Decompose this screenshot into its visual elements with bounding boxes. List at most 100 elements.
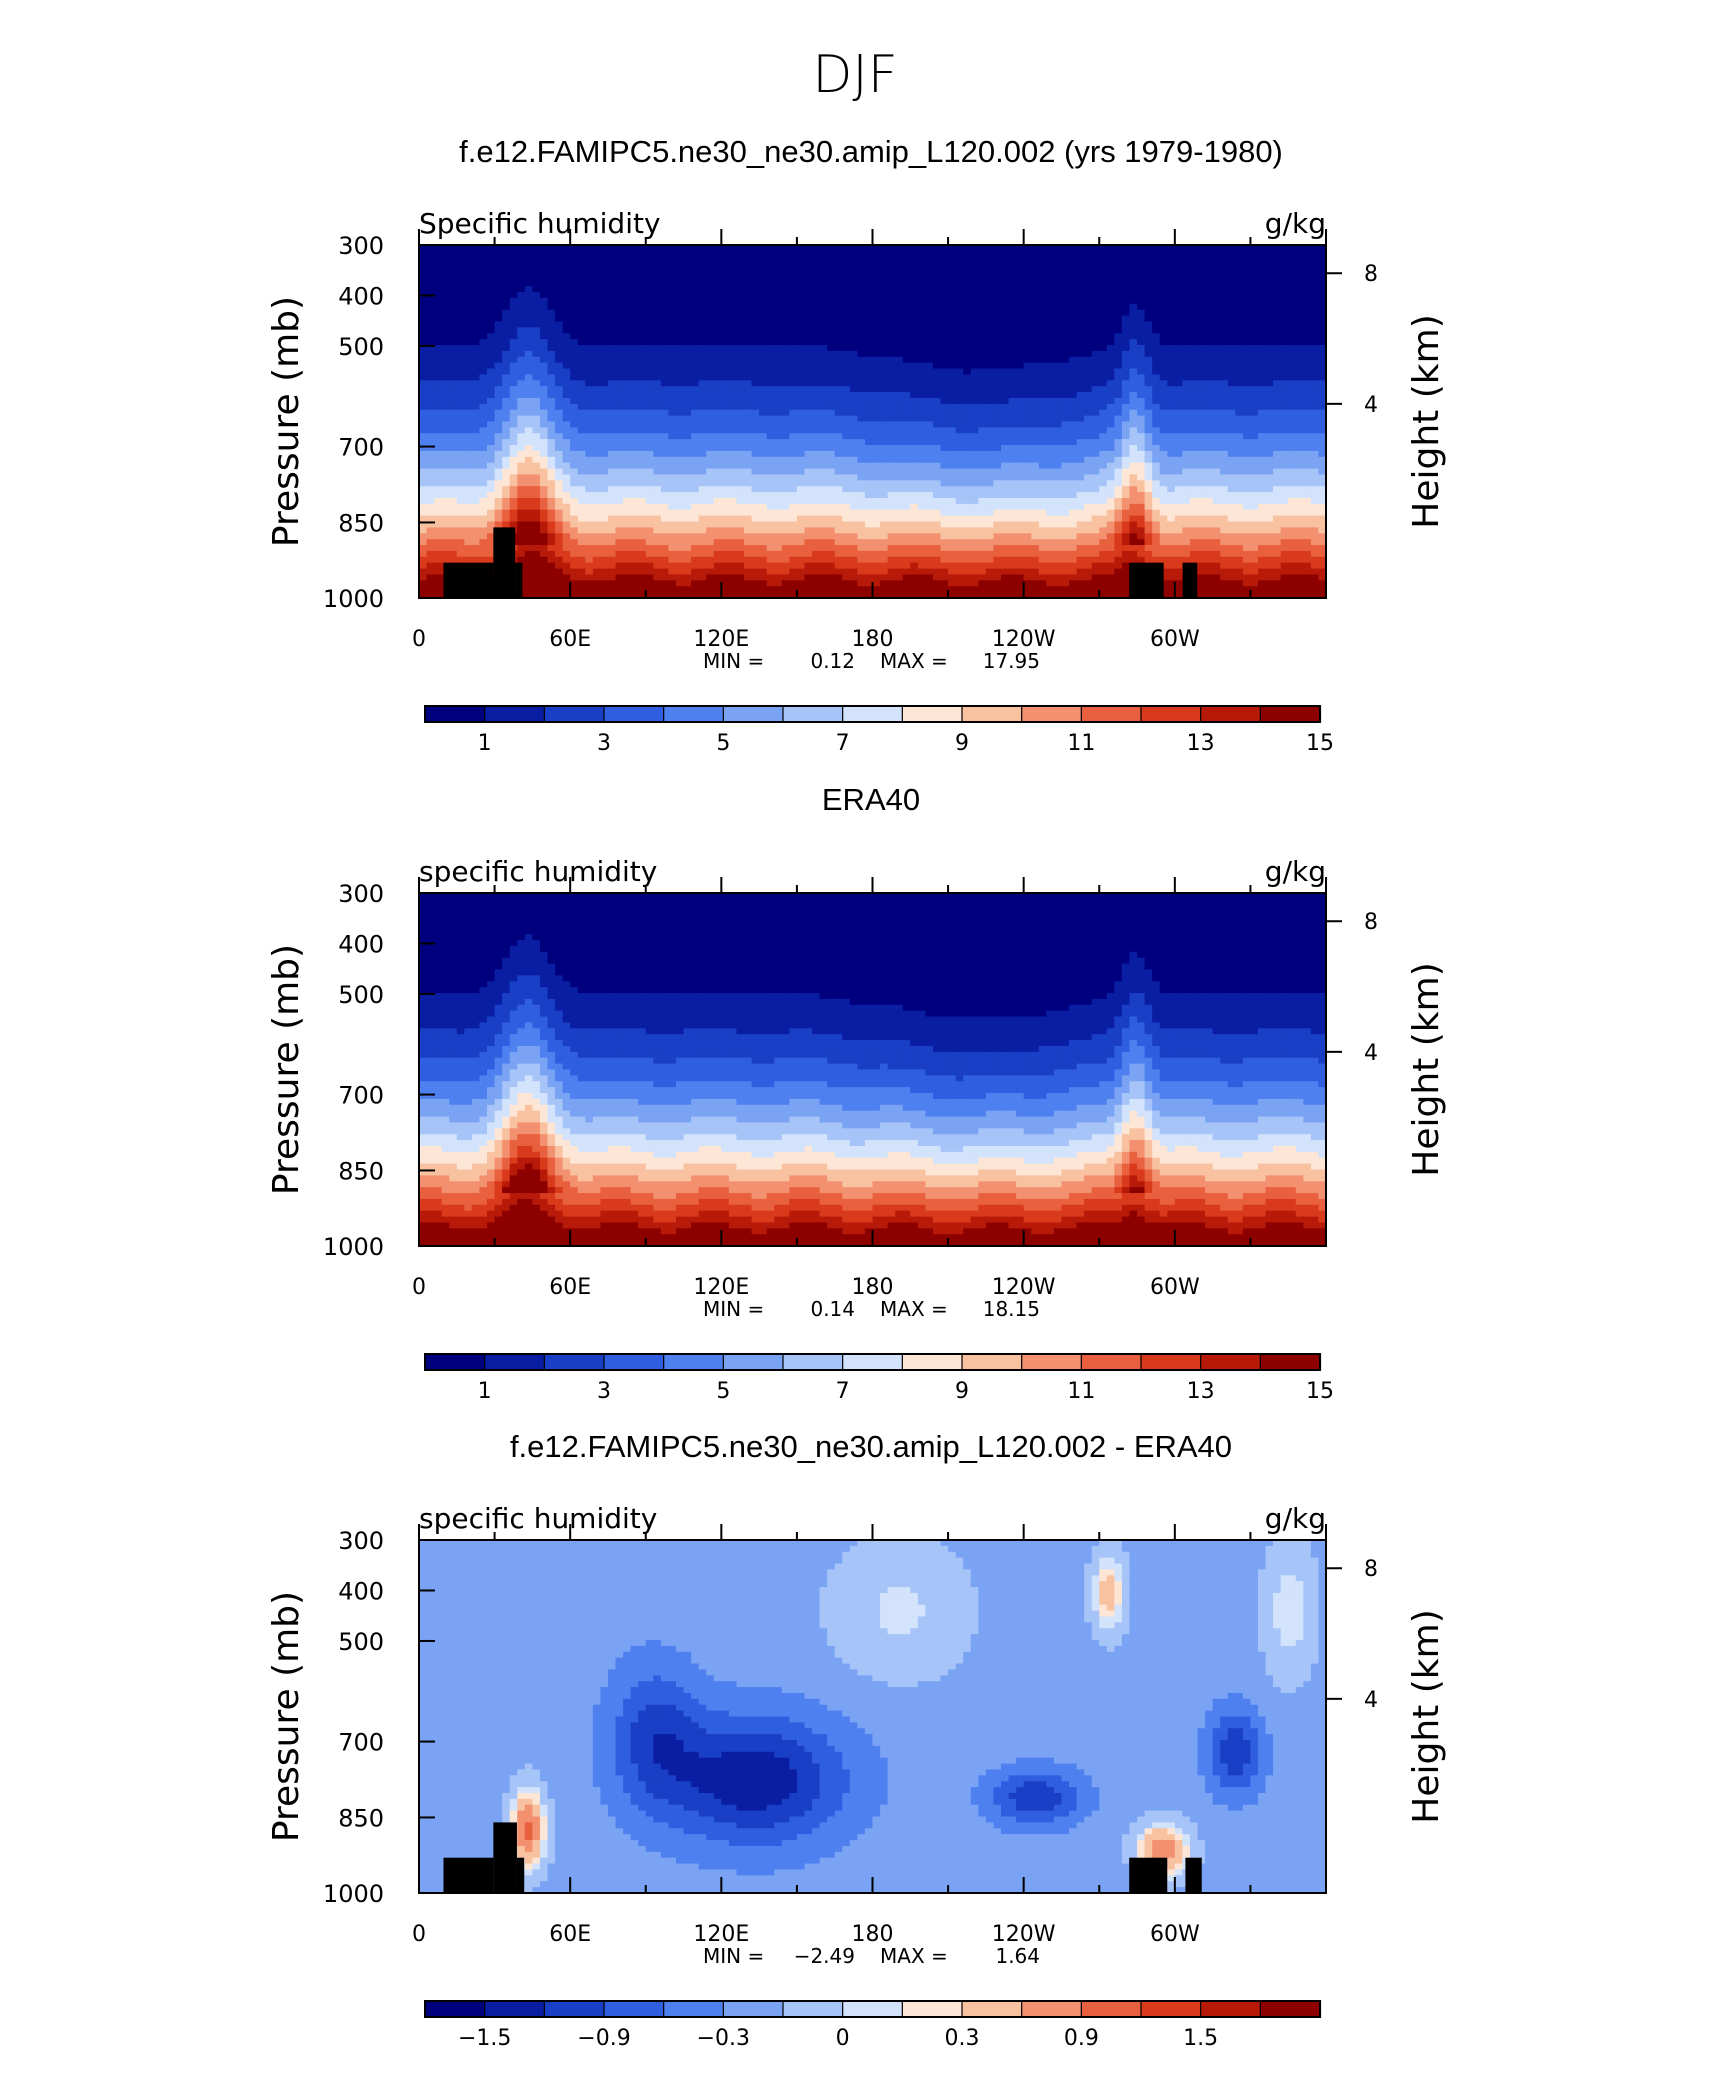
field-cell	[555, 474, 564, 481]
field-cell	[1159, 315, 1168, 323]
field-cell	[1197, 368, 1206, 376]
field-cell	[691, 292, 700, 299]
field-cell	[1053, 468, 1063, 476]
field-cell	[539, 486, 549, 493]
field-cell	[1031, 480, 1040, 487]
field-cell	[759, 403, 768, 411]
field-cell	[1280, 368, 1289, 376]
field-cell	[955, 356, 964, 364]
field-cell	[471, 315, 481, 323]
field-cell	[494, 380, 503, 387]
field-cell	[502, 386, 511, 393]
field-cell	[993, 386, 1002, 393]
field-cell	[449, 274, 458, 281]
field-cell	[910, 392, 919, 399]
field-cell	[736, 309, 745, 317]
field-cell	[925, 380, 934, 387]
field-cell	[1257, 286, 1267, 293]
field-cell	[1182, 409, 1191, 417]
field-cell	[1250, 292, 1259, 299]
field-cell	[1023, 350, 1032, 358]
field-cell	[1235, 403, 1244, 411]
field-cell	[645, 450, 654, 458]
field-cell	[683, 345, 692, 352]
field-cell	[917, 403, 927, 411]
field-cell	[502, 368, 511, 376]
field-cell	[1000, 392, 1010, 399]
field-cell	[615, 433, 624, 440]
field-cell	[1250, 315, 1259, 323]
field-cell	[925, 386, 934, 393]
field-cell	[502, 345, 511, 352]
field-cell	[970, 362, 979, 370]
field-cell	[1046, 274, 1055, 281]
field-cell	[419, 403, 428, 411]
field-cell	[562, 303, 571, 311]
field-cell	[441, 380, 450, 387]
field-cell	[1076, 356, 1085, 364]
field-cell	[1099, 409, 1108, 417]
field-cell	[1205, 456, 1214, 464]
field-cell	[751, 315, 760, 323]
field-cell	[819, 462, 828, 470]
field-cell	[1023, 462, 1032, 470]
field-cell	[812, 427, 821, 434]
field-cell	[1288, 345, 1297, 352]
field-cell	[1144, 280, 1153, 287]
field-cell	[1038, 297, 1047, 305]
field-cell	[880, 368, 889, 376]
field-cell	[494, 315, 503, 323]
field-cell	[1235, 468, 1244, 476]
field-cell	[615, 409, 624, 417]
field-cell	[744, 427, 753, 434]
field-cell	[1008, 456, 1017, 464]
field-cell	[630, 439, 639, 446]
field-cell	[1303, 274, 1312, 281]
field-cell	[1053, 392, 1063, 399]
field-cell	[1257, 245, 1267, 252]
field-cell	[1031, 250, 1040, 258]
field-cell	[789, 433, 798, 440]
field-cell	[827, 468, 836, 476]
field-cell	[963, 421, 972, 428]
field-cell	[932, 468, 942, 476]
field-cell	[963, 468, 972, 476]
field-cell	[668, 362, 677, 370]
field-cell	[532, 362, 541, 370]
field-cell	[864, 374, 874, 381]
field-cell	[630, 409, 639, 417]
field-cell	[834, 262, 843, 270]
field-cell	[449, 262, 458, 270]
field-cell	[645, 268, 654, 276]
field-cell	[502, 327, 511, 334]
field-cell	[1053, 333, 1063, 340]
field-cell	[721, 315, 730, 323]
field-cell	[660, 321, 670, 328]
field-cell	[1023, 286, 1032, 293]
field-cell	[555, 327, 564, 334]
field-cell	[766, 250, 775, 258]
field-cell	[887, 433, 896, 440]
field-cell	[1053, 280, 1063, 287]
field-cell	[585, 427, 594, 434]
field-cell	[1137, 374, 1146, 381]
field-cell	[471, 403, 481, 411]
field-cell	[789, 268, 798, 276]
field-cell	[547, 368, 556, 376]
field-cell	[1129, 439, 1138, 446]
field-cell	[570, 339, 579, 346]
field-cell	[781, 433, 790, 440]
field-cell	[471, 374, 481, 381]
field-cell	[1250, 327, 1259, 334]
field-cell	[789, 480, 798, 487]
field-cell	[1174, 245, 1183, 252]
field-cell	[615, 480, 624, 487]
field-cell	[925, 268, 934, 276]
field-cell	[623, 421, 632, 428]
field-cell	[479, 350, 488, 358]
field-cell	[683, 303, 692, 311]
field-cell	[1227, 321, 1236, 328]
field-cell	[917, 427, 927, 434]
field-cell	[524, 380, 533, 387]
field-cell	[925, 427, 934, 434]
